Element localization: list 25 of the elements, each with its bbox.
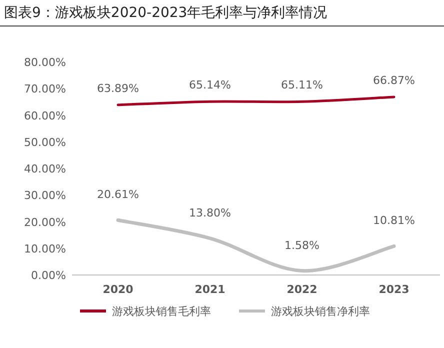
y-tick-label: 30.00% — [24, 189, 66, 202]
legend-label: 游戏板块销售毛利率 — [112, 305, 211, 318]
data-label: 66.87% — [373, 74, 415, 87]
data-label: 10.81% — [373, 214, 415, 228]
data-label: 65.14% — [189, 78, 231, 92]
data-label: 1.58% — [284, 238, 320, 252]
y-tick-label: 20.00% — [24, 216, 66, 229]
x-tick-label: 2022 — [286, 283, 318, 296]
y-tick-label: 40.00% — [24, 162, 66, 176]
y-tick-label: 0.00% — [31, 269, 66, 282]
x-tick-label: 2020 — [102, 283, 134, 296]
data-label: 63.89% — [97, 82, 139, 95]
y-tick-label: 50.00% — [24, 136, 66, 149]
data-label: 13.80% — [189, 206, 231, 220]
chart-title: 图表9：游戏板块2020-2023年毛利率与净利率情况 — [4, 5, 328, 21]
legend-label: 游戏板块销售净利率 — [271, 305, 370, 318]
y-tick-label: 10.00% — [24, 242, 66, 256]
x-tick-label: 2023 — [378, 283, 410, 296]
x-tick-label: 2021 — [194, 283, 226, 296]
data-label: 65.11% — [281, 78, 323, 92]
data-label: 20.61% — [97, 188, 139, 202]
line-series — [116, 96, 396, 106]
y-tick-label: 70.00% — [24, 82, 66, 96]
y-tick-label: 60.00% — [24, 109, 66, 122]
y-tick-label: 80.00% — [24, 56, 66, 69]
